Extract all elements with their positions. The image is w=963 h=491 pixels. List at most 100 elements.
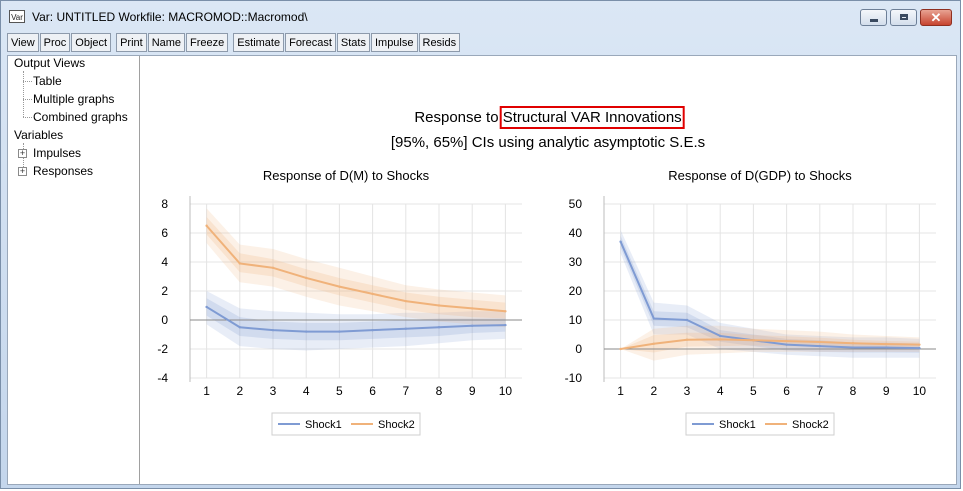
window-controls: ✕ xyxy=(860,9,952,26)
ci-95-band-shock1 xyxy=(620,230,920,358)
toolbar-stats-button[interactable]: Stats xyxy=(336,33,370,52)
data-point-shock2 xyxy=(504,310,507,313)
data-point-shock1 xyxy=(471,324,474,327)
toolbar-impulse-button[interactable]: Impulse xyxy=(370,33,418,52)
object-toolbar: View Proc Object Print Name Freeze Estimate For… xyxy=(7,33,461,53)
close-icon: ✕ xyxy=(930,10,942,25)
data-point-shock1 xyxy=(205,305,208,309)
data-point-shock2 xyxy=(652,342,655,345)
tree-multiple-graphs[interactable]: Multiple graphs xyxy=(33,92,115,106)
x-tick-label: 7 xyxy=(402,384,409,398)
data-point-shock1 xyxy=(685,318,689,322)
data-point-shock2 xyxy=(238,262,241,265)
data-point-shock1 xyxy=(918,346,921,350)
data-point-shock2 xyxy=(785,339,788,343)
toolbar-resids-button[interactable]: Resids xyxy=(418,33,461,52)
data-point-shock1 xyxy=(851,346,855,349)
toolbar-print-button[interactable]: Print xyxy=(116,33,147,52)
data-point-shock1 xyxy=(338,330,341,333)
x-tick-label: 7 xyxy=(816,384,823,398)
x-tick-label: 10 xyxy=(913,384,927,398)
data-point-shock2 xyxy=(271,266,275,269)
title-bar[interactable]: Var Var: UNTITLED Workfile: MACROMOD::Ma… xyxy=(1,1,960,31)
panel-title: Response of D(M) to Shocks xyxy=(263,168,430,183)
x-tick-label: 6 xyxy=(783,384,790,398)
y-tick-label: -4 xyxy=(157,371,168,385)
x-tick-label: 1 xyxy=(617,384,624,398)
data-point-shock2 xyxy=(719,338,722,341)
x-tick-label: 4 xyxy=(303,384,310,398)
x-tick-label: 9 xyxy=(469,384,476,398)
tree-responses[interactable]: Responses xyxy=(33,164,94,178)
irf-panel-2: Response of D(GDP) to Shocks -10 0 10 20 30 40… xyxy=(565,168,936,436)
y-tick-label: 40 xyxy=(569,226,583,240)
y-tick-label: 10 xyxy=(569,313,583,327)
legend-label-shock2: Shock2 xyxy=(378,419,415,431)
y-tick-label: 2 xyxy=(161,284,168,298)
data-point-shock1 xyxy=(885,346,888,349)
y-tick-label: 0 xyxy=(575,342,582,356)
legend: Shock1 Shock2 xyxy=(685,412,835,436)
tree-impulses[interactable]: Impulses xyxy=(33,146,82,160)
figure-title-prefix: Response to xyxy=(414,109,502,126)
toolbar-name-button[interactable]: Name xyxy=(147,33,186,52)
minimize-icon xyxy=(870,19,878,22)
series-line-shock1 xyxy=(619,241,920,350)
var-app-icon[interactable]: Var xyxy=(9,10,25,23)
minimize-button[interactable] xyxy=(860,9,887,26)
y-tick-label: 4 xyxy=(161,255,168,269)
maximize-button[interactable] xyxy=(890,9,917,26)
toolbar-estimate-button[interactable]: Estimate xyxy=(233,33,285,52)
toolbar-freeze-button[interactable]: Freeze xyxy=(186,33,229,52)
x-tick-label: 1 xyxy=(203,384,210,398)
legend-label-shock1: Shock1 xyxy=(719,419,756,431)
x-tick-label: 3 xyxy=(684,384,691,398)
x-tick-label: 4 xyxy=(717,384,724,398)
tree-table[interactable]: Table xyxy=(33,74,62,88)
toolbar-proc-button[interactable]: Proc xyxy=(39,33,71,52)
data-point-shock2 xyxy=(338,285,341,288)
data-point-shock2 xyxy=(437,304,441,307)
data-point-shock2 xyxy=(885,342,888,346)
x-tick-label: 5 xyxy=(336,384,343,398)
figure-title-highlight: Structural VAR Innovations xyxy=(503,109,682,126)
window-title: Var: UNTITLED Workfile: MACROMOD::Macrom… xyxy=(32,10,308,24)
legend-box xyxy=(271,412,421,436)
figure-title: Response to Structural VAR Innovations xyxy=(414,109,681,126)
toolbar-forecast-button[interactable]: Forecast xyxy=(285,33,336,52)
data-point-shock1 xyxy=(504,323,507,327)
x-tick-label: 2 xyxy=(236,384,243,398)
y-tick-label: 50 xyxy=(569,197,583,211)
x-tick-label: 8 xyxy=(436,384,443,398)
data-point-shock2 xyxy=(918,343,921,346)
data-point-shock1 xyxy=(437,326,441,329)
data-point-shock2 xyxy=(851,342,855,345)
data-point-shock1 xyxy=(305,330,308,333)
y-tick-label: -10 xyxy=(565,371,583,385)
close-button[interactable]: ✕ xyxy=(920,9,952,26)
data-point-shock2 xyxy=(371,292,374,296)
x-tick-label: 8 xyxy=(850,384,857,398)
ci-95-band-shock1 xyxy=(206,291,506,351)
expand-impulses-icon[interactable]: + xyxy=(18,148,27,158)
tree-combined-graphs[interactable]: Combined graphs xyxy=(33,110,128,124)
x-tick-label: 10 xyxy=(499,384,513,398)
data-point-shock2 xyxy=(305,276,308,280)
legend-box xyxy=(685,412,835,436)
tree-output-views[interactable]: Output Views xyxy=(14,56,86,70)
toolbar-object-button[interactable]: Object xyxy=(71,33,112,52)
data-point-shock2 xyxy=(685,338,689,341)
data-point-shock2 xyxy=(471,307,474,310)
tree-variables[interactable]: Variables xyxy=(14,128,64,142)
highlight-box xyxy=(499,106,685,129)
y-tick-label: 6 xyxy=(161,226,168,240)
expand-responses-icon[interactable]: + xyxy=(18,166,27,176)
x-tick-label: 9 xyxy=(883,384,890,398)
irf-panel-1: Response of D(M) to Shocks -4 -2 0 2 4 6 8 1 2 3 4 5… xyxy=(157,168,522,436)
x-tick-label: 2 xyxy=(650,384,657,398)
data-point-shock1 xyxy=(238,326,241,329)
graph-view: Response to Structural VAR Innovations [… xyxy=(140,56,956,484)
toolbar-view-button[interactable]: View xyxy=(7,33,39,52)
x-tick-label: 6 xyxy=(369,384,376,398)
